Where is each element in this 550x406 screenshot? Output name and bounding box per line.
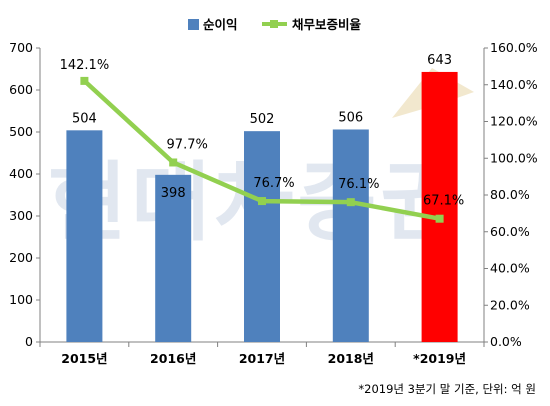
bar bbox=[244, 131, 280, 342]
x-tick-label: 2015년 bbox=[61, 351, 107, 366]
x-tick-label: 2017년 bbox=[239, 351, 285, 366]
line-point bbox=[346, 198, 355, 207]
y-right-tick-label: 100.0% bbox=[490, 150, 538, 165]
y-right-tick-label: 40.0% bbox=[490, 261, 530, 276]
bar-data-label: 504 bbox=[72, 111, 97, 126]
y-left-tick-label: 0 bbox=[25, 334, 33, 349]
y-right-tick-label: 140.0% bbox=[490, 77, 538, 92]
bar-data-label: 502 bbox=[250, 112, 275, 127]
bar-data-label: 643 bbox=[427, 53, 452, 68]
y-right-tick-label: 60.0% bbox=[490, 224, 530, 239]
y-right-tick-label: 160.0% bbox=[490, 40, 538, 55]
y-left-tick-label: 200 bbox=[9, 250, 33, 265]
y-right-tick-label: 0.0% bbox=[490, 334, 522, 349]
line-data-label: 76.1% bbox=[338, 177, 379, 192]
y-left-tick-label: 700 bbox=[9, 40, 33, 55]
line-point bbox=[435, 214, 444, 223]
line-data-label: 76.7% bbox=[253, 176, 294, 191]
bar bbox=[421, 71, 458, 342]
y-left-tick-label: 400 bbox=[9, 166, 33, 181]
line-point bbox=[169, 158, 178, 167]
line-data-label: 67.1% bbox=[423, 194, 464, 209]
legend-bar-swatch bbox=[188, 19, 199, 30]
line-data-label: 97.7% bbox=[167, 137, 208, 152]
y-left-tick-label: 300 bbox=[9, 208, 33, 223]
bar bbox=[155, 174, 192, 342]
bar bbox=[332, 129, 369, 342]
x-tick-label: *2019년 bbox=[413, 351, 466, 366]
bar bbox=[66, 130, 103, 342]
line-point bbox=[258, 197, 266, 206]
legend-bar-label: 순이익 bbox=[203, 17, 238, 32]
legend-line-marker bbox=[270, 20, 278, 28]
footnote: *2019년 3분기 말 기준, 단위: 억 원 bbox=[358, 382, 536, 396]
bar-data-label: 506 bbox=[338, 110, 363, 125]
y-left-tick-label: 500 bbox=[9, 124, 33, 139]
y-right-tick-label: 80.0% bbox=[490, 187, 530, 202]
line-data-label: 142.1% bbox=[60, 58, 110, 73]
y-right-tick-label: 120.0% bbox=[490, 114, 538, 129]
y-left-tick-label: 600 bbox=[9, 82, 33, 97]
bar-data-label: 398 bbox=[161, 186, 186, 201]
x-tick-label: 2016년 bbox=[150, 351, 196, 366]
y-right-tick-label: 20.0% bbox=[490, 297, 530, 312]
y-left-tick-label: 100 bbox=[9, 292, 33, 307]
legend-line-label: 채무보증비율 bbox=[292, 17, 362, 32]
line-point bbox=[80, 76, 89, 85]
x-tick-label: 2018년 bbox=[328, 351, 374, 366]
